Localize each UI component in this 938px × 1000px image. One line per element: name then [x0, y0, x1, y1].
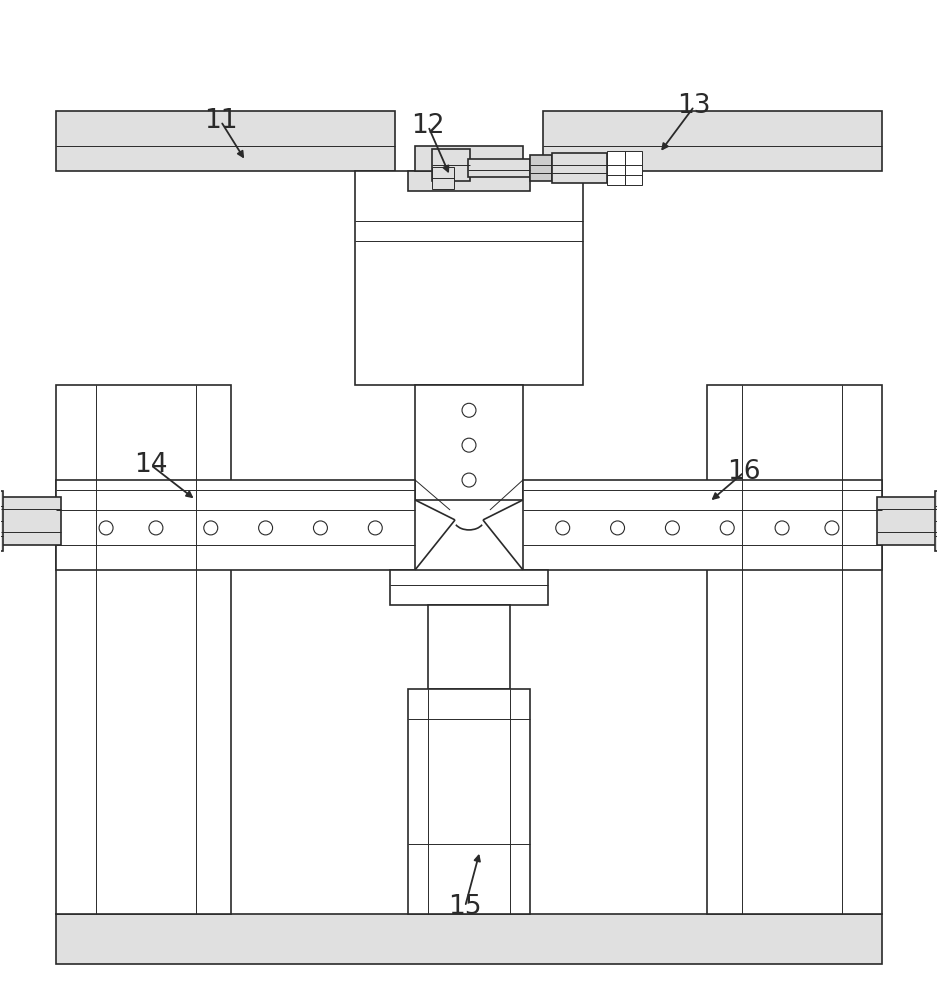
- Circle shape: [462, 438, 476, 452]
- Bar: [530, 155, 552, 181]
- Bar: [552, 153, 607, 183]
- Bar: [416, 385, 522, 500]
- Bar: [934, 491, 938, 551]
- Bar: [432, 167, 454, 189]
- Bar: [543, 111, 882, 171]
- Text: 13: 13: [677, 93, 711, 119]
- Circle shape: [204, 521, 218, 535]
- Text: 14: 14: [134, 452, 168, 478]
- Bar: [625, 151, 643, 185]
- Bar: [432, 149, 470, 181]
- Circle shape: [462, 403, 476, 417]
- Bar: [877, 497, 937, 545]
- Bar: [416, 146, 522, 171]
- Circle shape: [775, 521, 789, 535]
- Circle shape: [555, 521, 569, 535]
- Circle shape: [259, 521, 273, 535]
- Bar: [56, 385, 231, 914]
- Bar: [428, 605, 510, 689]
- Text: 15: 15: [448, 894, 482, 920]
- Bar: [56, 914, 882, 964]
- Bar: [56, 111, 395, 171]
- Bar: [468, 159, 530, 177]
- Bar: [0, 491, 4, 551]
- Text: 11: 11: [204, 108, 237, 134]
- Bar: [408, 171, 530, 191]
- Bar: [1, 497, 61, 545]
- Circle shape: [665, 521, 679, 535]
- Bar: [408, 689, 530, 914]
- Text: 12: 12: [412, 113, 445, 139]
- Text: 16: 16: [728, 459, 761, 485]
- Circle shape: [149, 521, 163, 535]
- Bar: [56, 480, 416, 570]
- Circle shape: [825, 521, 839, 535]
- Circle shape: [720, 521, 734, 535]
- Circle shape: [313, 521, 327, 535]
- Bar: [522, 480, 882, 570]
- Circle shape: [369, 521, 383, 535]
- Bar: [356, 171, 582, 385]
- Bar: [707, 385, 882, 914]
- Bar: [390, 570, 548, 605]
- Circle shape: [99, 521, 113, 535]
- Circle shape: [611, 521, 625, 535]
- Bar: [607, 151, 625, 185]
- Circle shape: [462, 473, 476, 487]
